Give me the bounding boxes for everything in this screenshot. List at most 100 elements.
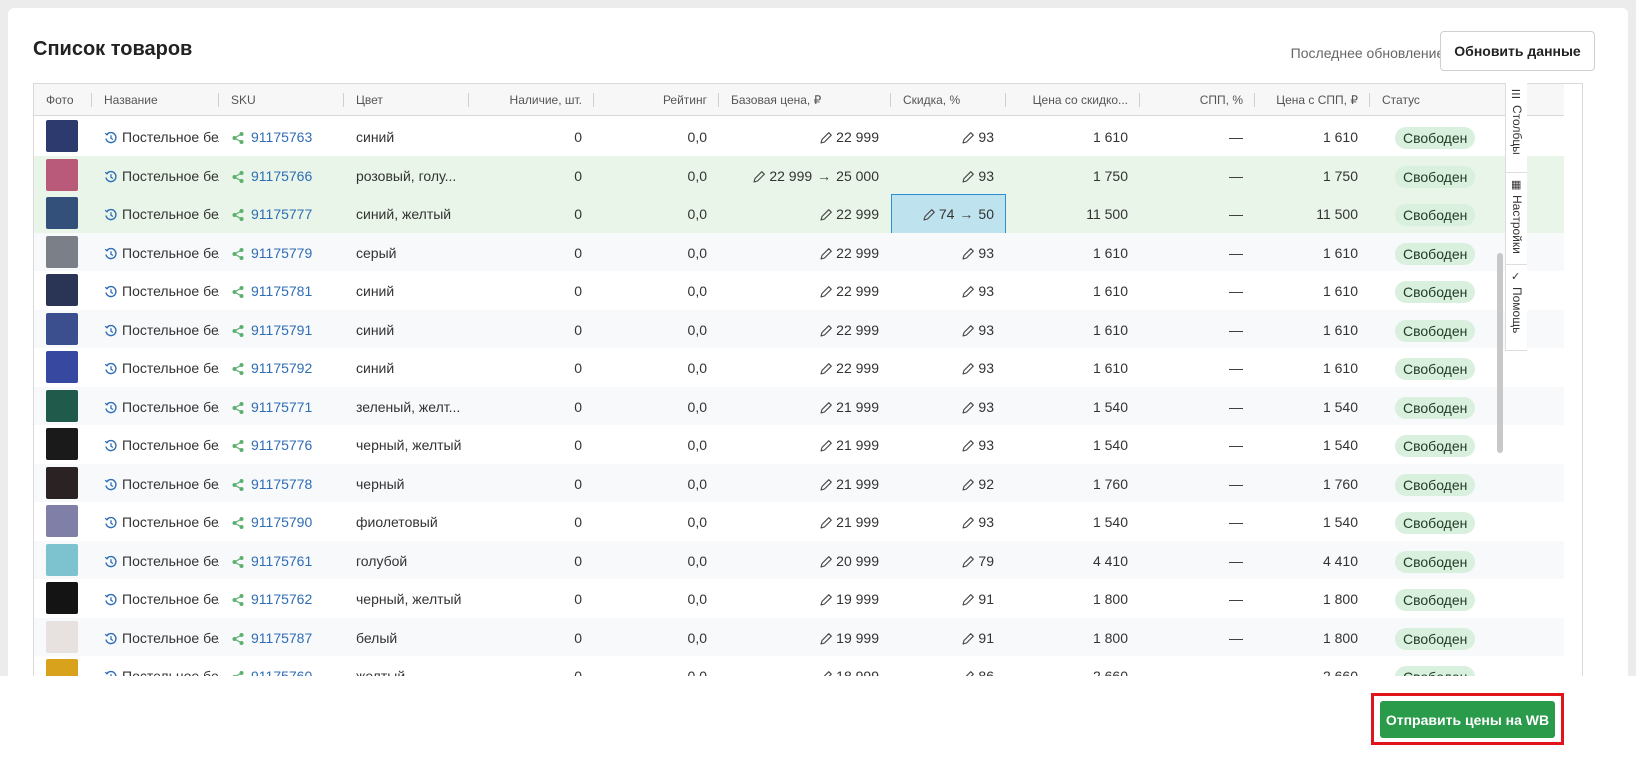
discount-cell[interactable]: 79 — [891, 541, 1006, 581]
table-row[interactable]: Постельное бел 91175787 белый 0 0,0 19 999 91 1… — [34, 617, 1564, 658]
column-header-stock[interactable]: Наличие, шт. — [469, 84, 594, 116]
product-thumbnail[interactable] — [46, 505, 78, 537]
table-row[interactable]: Постельное бел 91175771 зеленый, желт... 0 0… — [34, 386, 1564, 427]
discount-cell[interactable]: 93 — [891, 387, 1006, 427]
sku-link[interactable]: 91175792 — [251, 360, 313, 376]
product-thumbnail[interactable] — [46, 389, 78, 422]
share-icon[interactable] — [231, 324, 245, 338]
base-price-cell[interactable]: 20 999 — [719, 541, 891, 581]
sku-link[interactable]: 91175771 — [251, 398, 313, 415]
discount-cell[interactable]: 91 — [891, 579, 1006, 619]
sku-link[interactable]: 91175778 — [251, 475, 313, 492]
product-thumbnail[interactable] — [46, 428, 78, 460]
table-row[interactable]: Постельное бел 91175762 черный, желтый 0 0,0… — [34, 579, 1564, 619]
share-icon[interactable] — [231, 632, 245, 646]
column-header-status[interactable]: Статус — [1382, 93, 1420, 107]
table-row[interactable]: Постельное бел 91175776 черный, желтый 0 0,0… — [34, 425, 1564, 465]
share-icon[interactable] — [231, 555, 245, 569]
product-thumbnail[interactable] — [46, 582, 78, 614]
discount-cell[interactable]: 92 — [891, 464, 1006, 504]
sku-link[interactable]: 91175761 — [251, 552, 313, 569]
column-header-discount[interactable]: Скидка, % — [891, 84, 1006, 116]
history-icon[interactable] — [104, 131, 118, 145]
column-header-rating[interactable]: Рейтинг — [594, 84, 719, 116]
discount-cell[interactable]: 93 — [891, 348, 1006, 388]
table-row[interactable]: Постельное бел 91175778 черный 0 0,0 21 999 92… — [34, 463, 1564, 504]
column-header-spp[interactable]: СПП, % — [1140, 84, 1255, 116]
product-thumbnail[interactable] — [46, 351, 78, 383]
history-icon[interactable] — [104, 324, 118, 338]
history-icon[interactable] — [104, 478, 118, 492]
product-thumbnail[interactable] — [46, 312, 78, 345]
share-icon[interactable] — [231, 131, 245, 145]
vertical-scrollbar[interactable] — [1497, 253, 1503, 453]
share-icon[interactable] — [231, 593, 245, 607]
history-icon[interactable] — [104, 247, 118, 261]
product-thumbnail[interactable] — [46, 466, 78, 499]
product-thumbnail[interactable] — [46, 543, 78, 576]
table-row[interactable]: Постельное бел 91175777 синий, желтый 0 0,0 2… — [34, 194, 1564, 234]
discount-cell[interactable]: 93 — [891, 271, 1006, 311]
history-icon[interactable] — [104, 516, 118, 530]
history-icon[interactable] — [104, 401, 118, 415]
base-price-cell[interactable]: 22 999 → 25 000 — [719, 156, 891, 196]
sku-link[interactable]: 91175762 — [251, 591, 313, 607]
share-icon[interactable] — [231, 401, 245, 415]
base-price-cell[interactable]: 22 999 — [719, 348, 891, 388]
base-price-cell[interactable]: 22 999 — [719, 271, 891, 311]
history-icon[interactable] — [104, 632, 118, 646]
column-header-sku[interactable]: SKU — [219, 84, 344, 116]
column-header-discounted-price[interactable]: Цена со скидко... — [1006, 84, 1140, 116]
base-price-cell[interactable]: 22 999 — [719, 117, 891, 157]
base-price-cell[interactable]: 21 999 — [719, 425, 891, 465]
table-row[interactable]: Постельное бел 91175781 синий 0 0,0 22 999 93 1… — [34, 271, 1564, 311]
product-thumbnail[interactable] — [46, 235, 78, 268]
history-icon[interactable] — [104, 593, 118, 607]
base-price-cell[interactable]: 19 999 — [719, 618, 891, 658]
base-price-cell[interactable]: 22 999 — [719, 194, 891, 234]
history-icon[interactable] — [104, 362, 118, 376]
sku-link[interactable]: 91175787 — [251, 629, 313, 646]
base-price-cell[interactable]: 21 999 — [719, 387, 891, 427]
side-tab-columns[interactable]: ☰ Столбцы — [1505, 83, 1527, 173]
table-row[interactable]: Постельное бел 91175790 фиолетовый 0 0,0 21 9… — [34, 502, 1564, 542]
send-prices-button[interactable]: Отправить цены на WB — [1380, 701, 1555, 738]
discount-cell[interactable]: 93 — [891, 156, 1006, 196]
base-price-cell[interactable]: 21 999 — [719, 464, 891, 504]
share-icon[interactable] — [231, 170, 245, 184]
table-row[interactable]: Постельное бел 91175761 голубой 0 0,0 20 999 7… — [34, 540, 1564, 581]
sku-link[interactable]: 91175790 — [251, 514, 313, 530]
sku-link[interactable]: 91175766 — [251, 167, 313, 184]
base-price-cell[interactable]: 19 999 — [719, 579, 891, 619]
product-thumbnail[interactable] — [46, 274, 78, 306]
sku-link[interactable]: 91175777 — [251, 206, 313, 222]
history-icon[interactable] — [104, 285, 118, 299]
sku-link[interactable]: 91175791 — [251, 321, 313, 338]
table-row[interactable]: Постельное бел 91175763 синий 0 0,0 22 999 93 1… — [34, 117, 1564, 157]
column-header-base-price[interactable]: Базовая цена, ₽ — [719, 84, 891, 116]
base-price-cell[interactable]: 22 999 — [719, 310, 891, 350]
product-thumbnail[interactable] — [46, 620, 78, 653]
history-icon[interactable] — [104, 439, 118, 453]
discount-cell[interactable]: 93 — [891, 233, 1006, 273]
share-icon[interactable] — [231, 439, 245, 453]
base-price-cell[interactable]: 22 999 — [719, 233, 891, 273]
share-icon[interactable] — [231, 362, 245, 376]
table-row[interactable]: Постельное бел 91175791 синий 0 0,0 22 999 93 1… — [34, 309, 1564, 350]
sku-link[interactable]: 91175781 — [251, 283, 313, 299]
sku-link[interactable]: 91175763 — [251, 129, 313, 145]
sku-link[interactable]: 91175779 — [251, 244, 313, 261]
history-icon[interactable] — [104, 555, 118, 569]
share-icon[interactable] — [231, 516, 245, 530]
column-header-photo[interactable]: Фото — [34, 84, 92, 116]
discount-cell[interactable]: 93 — [891, 502, 1006, 542]
discount-cell[interactable]: 93 — [891, 310, 1006, 350]
base-price-cell[interactable]: 21 999 — [719, 502, 891, 542]
column-header-name[interactable]: Название — [92, 84, 219, 116]
share-icon[interactable] — [231, 247, 245, 261]
column-header-color[interactable]: Цвет — [344, 84, 469, 116]
discount-cell[interactable]: 93 — [891, 117, 1006, 157]
share-icon[interactable] — [231, 478, 245, 492]
share-icon[interactable] — [231, 208, 245, 222]
discount-cell[interactable]: 74 → 50 — [891, 194, 1006, 234]
